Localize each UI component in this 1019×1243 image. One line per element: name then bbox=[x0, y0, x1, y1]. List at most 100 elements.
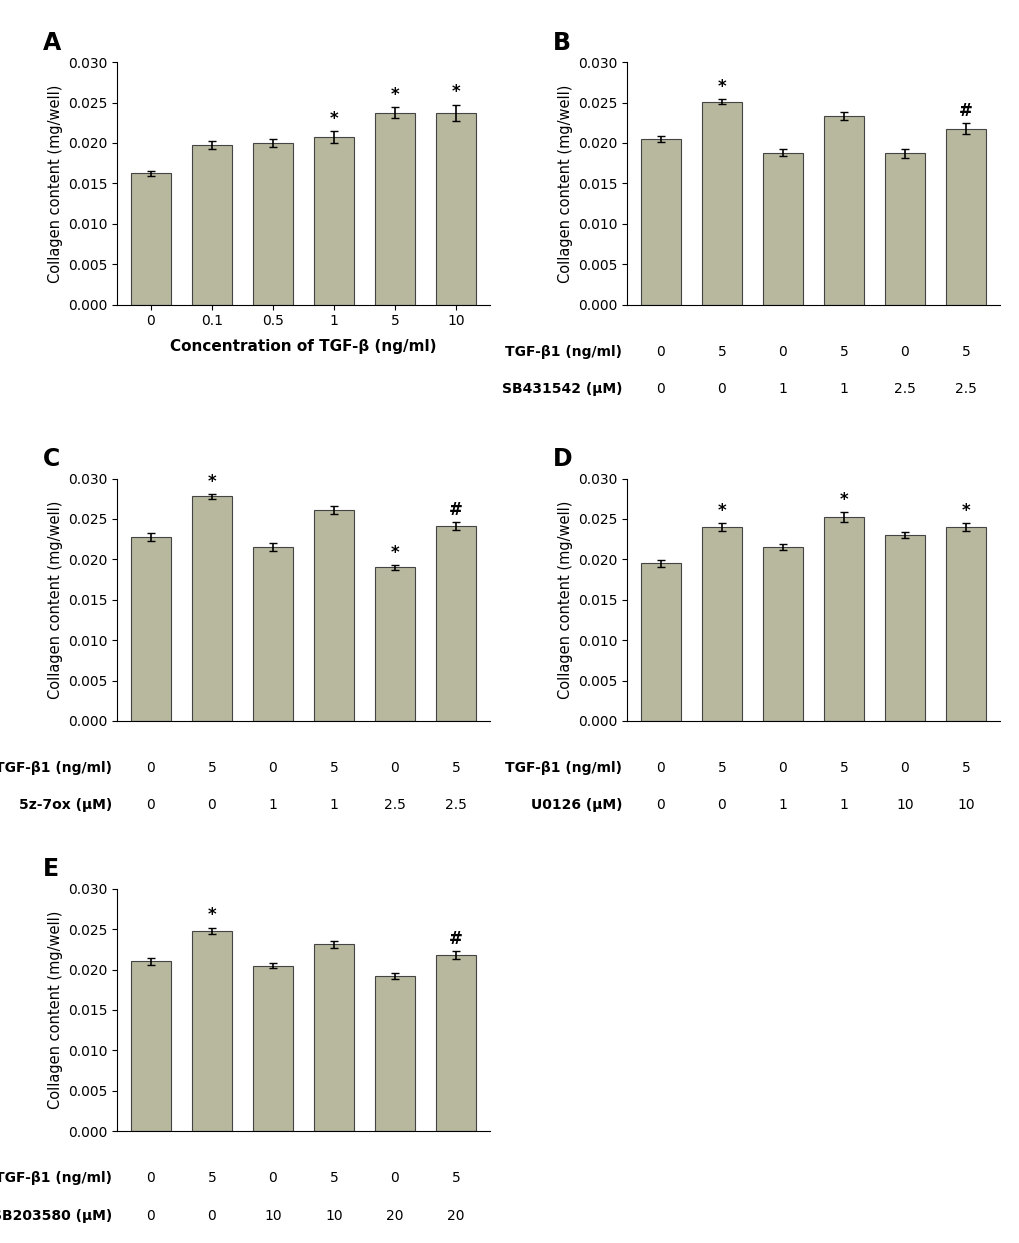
Text: *: * bbox=[717, 78, 726, 96]
X-axis label: Concentration of TGF-β (ng/ml): Concentration of TGF-β (ng/ml) bbox=[170, 339, 436, 354]
Text: 10: 10 bbox=[325, 1208, 342, 1223]
Text: 0: 0 bbox=[716, 382, 726, 397]
Text: 0: 0 bbox=[656, 382, 664, 397]
Y-axis label: Collagen content (mg/well): Collagen content (mg/well) bbox=[48, 85, 62, 282]
Text: 5: 5 bbox=[329, 1171, 338, 1186]
Text: 0: 0 bbox=[900, 344, 909, 359]
Bar bbox=[375, 568, 415, 721]
Y-axis label: Collagen content (mg/well): Collagen content (mg/well) bbox=[557, 85, 572, 282]
Bar bbox=[314, 945, 354, 1131]
Text: 0: 0 bbox=[147, 761, 155, 776]
Bar bbox=[946, 527, 985, 721]
Text: 0: 0 bbox=[656, 761, 664, 776]
Text: *: * bbox=[208, 472, 216, 491]
Text: C: C bbox=[43, 447, 60, 471]
Text: 5: 5 bbox=[716, 344, 726, 359]
Text: 0: 0 bbox=[268, 761, 277, 776]
Text: *: * bbox=[961, 502, 969, 520]
Bar bbox=[192, 496, 231, 721]
Text: 20: 20 bbox=[447, 1208, 465, 1223]
Text: 2.5: 2.5 bbox=[954, 382, 976, 397]
Text: D: D bbox=[552, 447, 572, 471]
Text: SB431542 (μM): SB431542 (μM) bbox=[501, 382, 622, 397]
Text: 5: 5 bbox=[207, 1171, 216, 1186]
Bar bbox=[640, 139, 680, 305]
Text: *: * bbox=[451, 83, 460, 102]
Bar bbox=[436, 113, 476, 305]
Text: 1: 1 bbox=[777, 382, 787, 397]
Bar bbox=[130, 962, 170, 1131]
Text: U0126 (μM): U0126 (μM) bbox=[530, 798, 622, 813]
Bar bbox=[375, 113, 415, 305]
Bar bbox=[314, 510, 354, 721]
Text: 5: 5 bbox=[961, 344, 969, 359]
Bar bbox=[253, 547, 292, 721]
Bar bbox=[884, 536, 924, 721]
Text: TGF-β1 (ng/ml): TGF-β1 (ng/ml) bbox=[504, 761, 622, 776]
Bar bbox=[701, 102, 741, 305]
Text: 0: 0 bbox=[268, 1171, 277, 1186]
Text: 0: 0 bbox=[777, 344, 787, 359]
Bar bbox=[314, 137, 354, 305]
Bar bbox=[762, 547, 802, 721]
Bar bbox=[130, 537, 170, 721]
Text: 0: 0 bbox=[147, 1171, 155, 1186]
Text: *: * bbox=[390, 86, 398, 103]
Text: 0: 0 bbox=[716, 798, 726, 813]
Bar bbox=[192, 145, 231, 305]
Text: 10: 10 bbox=[896, 798, 913, 813]
Text: *: * bbox=[839, 491, 848, 510]
Text: 10: 10 bbox=[264, 1208, 281, 1223]
Text: TGF-β1 (ng/ml): TGF-β1 (ng/ml) bbox=[0, 761, 112, 776]
Text: 0: 0 bbox=[777, 761, 787, 776]
Text: 5: 5 bbox=[451, 761, 460, 776]
Text: #: # bbox=[958, 102, 972, 119]
Text: 0: 0 bbox=[656, 798, 664, 813]
Text: SB203580 (μM): SB203580 (μM) bbox=[0, 1208, 112, 1223]
Text: 2.5: 2.5 bbox=[384, 798, 406, 813]
Text: 1: 1 bbox=[268, 798, 277, 813]
Text: 0: 0 bbox=[207, 798, 216, 813]
Text: A: A bbox=[43, 31, 61, 55]
Text: 20: 20 bbox=[386, 1208, 404, 1223]
Text: *: * bbox=[208, 906, 216, 925]
Bar bbox=[130, 173, 170, 305]
Text: E: E bbox=[43, 858, 59, 881]
Bar bbox=[701, 527, 741, 721]
Text: 5: 5 bbox=[207, 761, 216, 776]
Text: *: * bbox=[390, 543, 398, 562]
Text: *: * bbox=[329, 109, 338, 128]
Text: 0: 0 bbox=[900, 761, 909, 776]
Bar bbox=[436, 526, 476, 721]
Text: #: # bbox=[448, 930, 463, 948]
Text: 5: 5 bbox=[961, 761, 969, 776]
Text: 2.5: 2.5 bbox=[444, 798, 467, 813]
Text: 5: 5 bbox=[716, 761, 726, 776]
Text: 0: 0 bbox=[656, 344, 664, 359]
Text: 2.5: 2.5 bbox=[894, 382, 915, 397]
Bar bbox=[192, 931, 231, 1131]
Bar bbox=[253, 966, 292, 1131]
Text: 1: 1 bbox=[839, 798, 848, 813]
Text: 5: 5 bbox=[329, 761, 338, 776]
Bar bbox=[823, 517, 863, 721]
Text: TGF-β1 (ng/ml): TGF-β1 (ng/ml) bbox=[0, 1171, 112, 1186]
Text: B: B bbox=[552, 31, 571, 55]
Text: 5: 5 bbox=[839, 761, 848, 776]
Text: 10: 10 bbox=[956, 798, 974, 813]
Text: 0: 0 bbox=[390, 761, 399, 776]
Bar bbox=[946, 129, 985, 305]
Y-axis label: Collagen content (mg/well): Collagen content (mg/well) bbox=[48, 911, 62, 1109]
Text: 0: 0 bbox=[207, 1208, 216, 1223]
Text: 5: 5 bbox=[839, 344, 848, 359]
Text: 0: 0 bbox=[147, 1208, 155, 1223]
Bar bbox=[762, 153, 802, 305]
Text: 1: 1 bbox=[839, 382, 848, 397]
Text: 5z-7ox (μM): 5z-7ox (μM) bbox=[19, 798, 112, 813]
Bar bbox=[823, 117, 863, 305]
Text: *: * bbox=[717, 502, 726, 520]
Text: 1: 1 bbox=[329, 798, 338, 813]
Y-axis label: Collagen content (mg/well): Collagen content (mg/well) bbox=[48, 501, 62, 699]
Text: 0: 0 bbox=[390, 1171, 399, 1186]
Text: #: # bbox=[448, 501, 463, 520]
